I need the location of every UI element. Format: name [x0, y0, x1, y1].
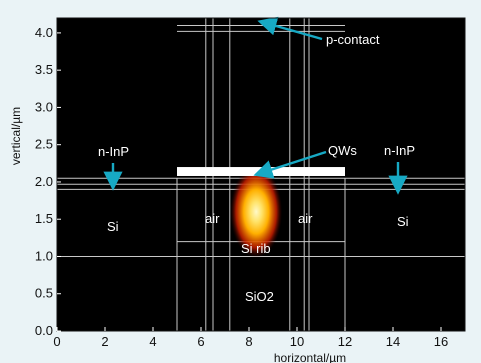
y-axis-label: vertical/µm: [9, 107, 23, 165]
y-tick-label: 3.0: [35, 99, 53, 114]
x-tick-label: 6: [197, 334, 204, 349]
x-tick-label: 10: [290, 334, 304, 349]
label-si-left: Si: [107, 219, 119, 234]
y-tick-label: 2.5: [35, 137, 53, 152]
plot-border: [56, 17, 466, 332]
y-tick-label: 2.0: [35, 174, 53, 189]
label-n-inp-right: n-InP: [384, 143, 415, 158]
y-tick-label: 1.0: [35, 248, 53, 263]
arrow-p-contact: [257, 16, 323, 41]
label-air-left: air: [205, 211, 220, 226]
y-tick-label: 0.0: [35, 323, 53, 338]
label-qws: QWs: [328, 143, 357, 158]
label-p-contact: p-contact: [326, 32, 380, 47]
y-tick-label: 3.5: [35, 62, 53, 77]
y-tick-label: 0.5: [35, 286, 53, 301]
label-si-rib: Si rib: [241, 241, 271, 256]
x-tick-label: 14: [386, 334, 400, 349]
label-air-right: air: [298, 211, 313, 226]
x-tick-label: 16: [434, 334, 448, 349]
label-si-right: Si: [397, 214, 409, 229]
axis-ticks: 0 2 4 6 8 10 12 14 16 0.0 0.5 1.0 1.5 2.0 2.5 3.0 3.5 4.0: [35, 25, 448, 349]
label-n-inp-left: n-InP: [98, 144, 129, 159]
annotations: p-contact QWs n-InP n-InP Si Si air air …: [98, 16, 415, 304]
x-tick-label: 12: [338, 334, 352, 349]
y-tick-label: 4.0: [35, 25, 53, 40]
arrow-qws: [253, 150, 327, 179]
x-tick-label: 0: [53, 334, 60, 349]
optical-mode: [230, 165, 283, 258]
label-sio2: SiO2: [245, 289, 274, 304]
y-tick-label: 1.5: [35, 211, 53, 226]
x-axis-label: horizontal/µm: [274, 351, 346, 363]
x-tick-label: 2: [101, 334, 108, 349]
qw-layer-bar: [177, 167, 345, 176]
x-tick-label: 4: [149, 334, 156, 349]
x-tick-label: 8: [245, 334, 252, 349]
